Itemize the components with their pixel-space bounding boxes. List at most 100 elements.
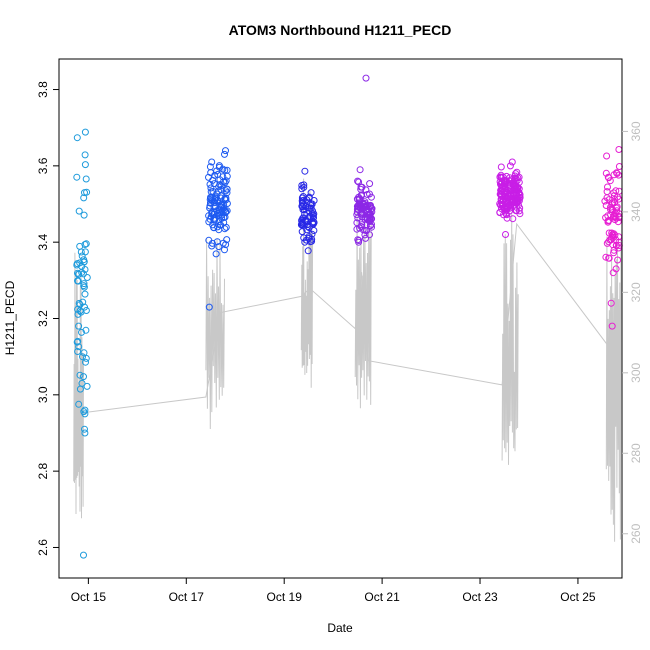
data-point xyxy=(73,338,81,346)
data-point xyxy=(222,147,229,155)
data-point xyxy=(212,250,220,258)
flight-group-0 xyxy=(73,128,91,559)
data-point xyxy=(80,349,88,357)
data-point xyxy=(603,152,611,160)
data-point xyxy=(80,258,88,266)
data-point xyxy=(610,192,618,200)
data-point xyxy=(509,215,517,223)
data-point xyxy=(609,269,617,277)
altitude-spike-1 xyxy=(205,238,225,430)
data-point xyxy=(82,240,90,248)
data-point xyxy=(206,180,214,188)
data-point xyxy=(611,216,619,224)
flight-group-5 xyxy=(601,146,623,330)
data-point xyxy=(610,249,618,257)
data-point xyxy=(307,204,315,212)
data-point xyxy=(610,246,618,254)
data-point xyxy=(222,187,230,195)
data-point xyxy=(80,282,88,290)
y2-tick-label: 260 xyxy=(629,523,643,543)
data-point xyxy=(81,425,88,433)
data-point xyxy=(208,158,216,166)
y2-tick-label: 360 xyxy=(629,121,643,141)
data-point xyxy=(205,303,213,311)
data-point xyxy=(83,382,91,390)
data-point xyxy=(603,194,611,202)
data-point xyxy=(360,201,368,209)
data-point xyxy=(77,248,85,256)
data-point xyxy=(515,197,523,205)
data-point xyxy=(497,180,505,188)
data-point xyxy=(309,220,317,228)
data-point xyxy=(80,194,88,202)
data-point xyxy=(512,170,520,178)
altitude-spike-4 xyxy=(501,212,519,465)
data-point xyxy=(298,185,306,193)
x-tick-label: Oct 15 xyxy=(71,590,107,604)
data-point xyxy=(78,328,85,336)
data-point xyxy=(81,410,89,418)
data-point xyxy=(356,199,364,207)
data-point xyxy=(604,173,612,181)
y-tick-label: 2.6 xyxy=(36,539,50,556)
flight-group-3 xyxy=(353,74,376,246)
data-point xyxy=(614,256,622,264)
data-point xyxy=(506,207,513,215)
data-point xyxy=(366,210,374,218)
data-point xyxy=(78,379,86,387)
chart-title: ATOM3 Northbound H1211_PECD xyxy=(229,22,452,38)
data-point xyxy=(215,243,223,251)
data-point xyxy=(356,166,364,174)
data-point xyxy=(222,241,230,249)
data-point xyxy=(81,128,89,136)
y-axis-right: 260 280 300 320 340 360 xyxy=(622,121,643,544)
altitude-spike-0 xyxy=(73,252,84,519)
data-point xyxy=(362,74,370,82)
data-point xyxy=(221,225,229,233)
y2-tick-label: 320 xyxy=(629,282,643,302)
data-point xyxy=(366,213,374,221)
data-point xyxy=(74,310,82,318)
y-tick-label: 3.4 xyxy=(36,234,50,251)
data-point xyxy=(210,224,218,232)
data-point xyxy=(216,176,224,184)
data-point xyxy=(511,195,519,203)
data-point xyxy=(220,201,228,209)
data-point xyxy=(305,224,313,232)
data-point xyxy=(303,226,311,234)
data-point xyxy=(308,219,316,227)
data-point xyxy=(366,180,374,188)
data-point xyxy=(604,183,611,191)
data-point xyxy=(298,219,306,227)
data-point xyxy=(607,299,615,307)
altitude-transit-line xyxy=(80,222,616,414)
data-point xyxy=(502,185,510,193)
data-point xyxy=(81,151,89,159)
plot-frame xyxy=(58,58,623,579)
y-tick-label: 2.8 xyxy=(36,462,50,479)
data-point xyxy=(367,215,375,223)
data-point xyxy=(215,206,223,214)
data-point xyxy=(503,214,511,222)
data-point xyxy=(208,209,216,217)
data-point xyxy=(300,183,308,191)
x-tick-label: Oct 19 xyxy=(267,590,303,604)
data-point xyxy=(602,253,610,261)
data-point xyxy=(81,429,89,437)
data-point xyxy=(213,167,221,175)
data-point xyxy=(306,212,314,220)
data-point xyxy=(366,222,374,230)
data-point xyxy=(81,189,88,197)
data-point xyxy=(76,307,84,315)
data-point xyxy=(608,233,616,241)
data-point xyxy=(515,185,523,193)
data-point xyxy=(81,290,89,298)
data-point xyxy=(74,348,82,355)
data-point xyxy=(356,224,364,232)
flight-group-2 xyxy=(297,167,318,255)
data-point xyxy=(508,158,516,166)
y2-tick-label: 280 xyxy=(629,443,643,463)
data-point xyxy=(74,277,82,285)
data-point xyxy=(368,223,375,231)
data-point xyxy=(221,166,229,174)
